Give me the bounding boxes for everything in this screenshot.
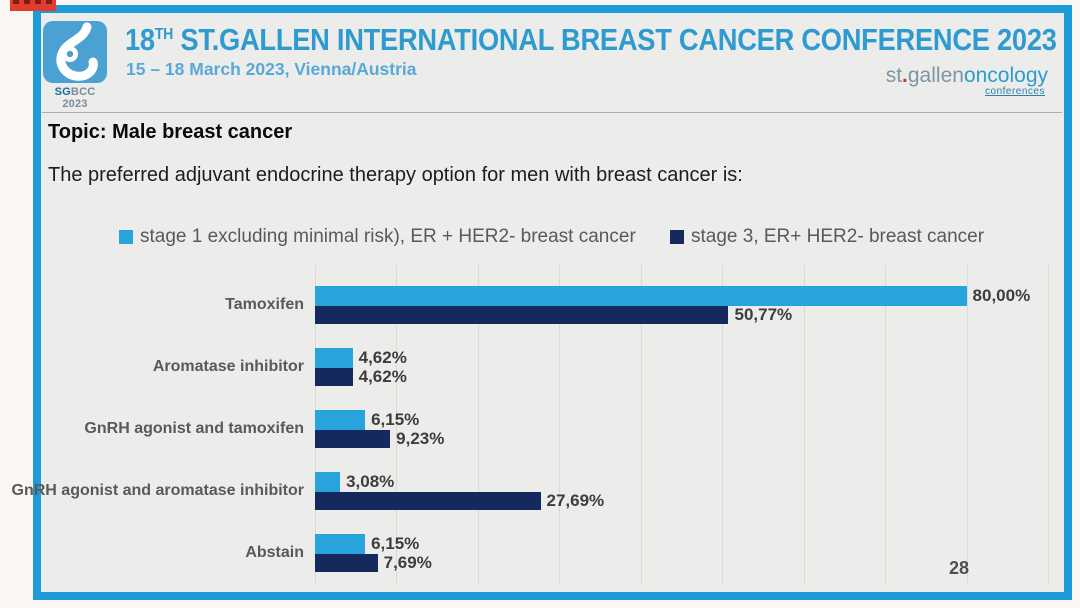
value-label: 6,15% [371,534,420,553]
bar-series-2 [315,368,353,386]
bar-line: 50,77% [315,305,1048,324]
category-label: Tamoxifen [225,296,304,313]
conference-title: 18TH ST.GALLEN INTERNATIONAL BREAST CANC… [125,22,1057,58]
bar-series-2 [315,306,729,324]
gridline [640,265,642,585]
bar-series-1 [315,472,341,492]
value-label: 27,69% [546,491,605,510]
gridline [722,265,724,585]
chart-row: GnRH agonist and aromatase inhibitor 3,08… [11,460,1048,522]
logo-caption-rest: BCC 2023 [62,86,96,110]
gridline [396,265,398,585]
bar-line: 27,69% [315,491,1048,510]
topic-heading: Topic: Male breast cancer [48,121,293,143]
value-label: 9,23% [396,429,445,448]
category-label: GnRH agonist and aromatase inhibitor [11,482,304,499]
legend-swatch-stage3 [670,230,684,244]
gridline [559,265,561,585]
bar-group: 80,00% 50,77% [315,274,1048,336]
slide-frame: SGBCC 2023 18TH ST.GALLEN INTERNATIONAL … [11,5,1072,600]
value-label: 3,08% [346,472,395,491]
bar-series-2 [315,430,391,448]
bar-chart: Tamoxifen 80,00% 50,77% Aromatase inhibitor… [11,265,1049,585]
value-label: 4,62% [358,348,407,367]
value-label: 4,62% [358,367,407,386]
gridline [803,265,805,585]
brand-st: st [885,64,903,87]
value-label: 80,00% [972,286,1031,305]
legend-label-stage1: stage 1 excluding minimal risk), ER + HE… [140,226,636,247]
chart-legend: stage 1 excluding minimal risk), ER + HE… [41,226,1064,250]
value-label: 6,15% [371,410,420,429]
title-number: 18 [125,22,155,57]
title-rest: ST.GALLEN INTERNATIONAL BREAST CANCER CO… [180,22,1057,57]
bar-series-1 [315,534,366,554]
chart-row: Aromatase inhibitor 4,62% 4,62% [41,336,1048,398]
legend-item-stage3: stage 3, ER+ HER2- breast cancer [670,226,984,248]
brand-oncology: oncology [963,64,1048,87]
bar-line: 6,15% [315,534,1048,554]
sgbcc-logo-icon [56,22,98,81]
question-text: The preferred adjuvant endocrine therapy… [48,164,743,186]
bar-series-1 [315,348,353,368]
bar-series-1 [315,410,366,430]
conference-dates: 15 – 18 March 2023, Vienna/Austria [126,59,417,79]
bar-group: 6,15% 7,69% [315,522,1048,584]
logo-caption-sg: SG [54,86,71,98]
chart-row: Abstain 6,15% 7,69% [41,522,1048,584]
bar-line: 7,69% [315,553,1048,572]
sgbcc-logo-caption: SGBCC 2023 [41,86,109,110]
gridline [477,265,479,585]
legend-item-stage1: stage 1 excluding minimal risk), ER + HE… [119,226,636,248]
red-overlay-marks [13,0,53,4]
category-label: Abstain [245,544,304,561]
chart-row: GnRH agonist and tamoxifen 6,15% 9,23% [41,398,1048,460]
bar-line: 6,15% [315,410,1048,430]
bar-line: 9,23% [315,429,1048,448]
gridline [966,265,968,585]
header-divider [42,112,1062,113]
gridline [1048,265,1049,585]
respondent-count: 28 [949,558,970,578]
chart-rows: Tamoxifen 80,00% 50,77% Aromatase inhibitor… [11,265,1048,585]
value-label: 7,69% [383,553,432,572]
value-label: 50,77% [734,305,793,324]
bar-line: 4,62% [315,367,1048,386]
brand-conferences: conferences [985,86,1045,97]
bar-line: 3,08% [315,472,1048,492]
bar-series-2 [315,492,541,510]
stgallen-oncology-logo: st.gallenoncology conferences [886,65,1048,103]
title-ordinal: TH [154,26,174,43]
bar-group: 4,62% 4,62% [315,336,1048,398]
sgbcc-logo [43,21,107,83]
bar-group: 3,08% 27,69% [315,460,1048,522]
legend-label-stage3: stage 3, ER+ HER2- breast cancer [691,226,985,247]
bar-series-1 [315,286,967,306]
bar-group: 6,15% 9,23% [315,398,1048,460]
bar-line: 80,00% [315,286,1048,306]
plot-area [315,265,1049,585]
legend-swatch-stage1 [119,230,133,244]
brand-red-dot: . [902,64,908,87]
gridline [885,265,887,585]
bar-series-2 [315,554,378,572]
category-label: Aromatase inhibitor [152,358,304,375]
brand-gallen: gallen [907,64,964,87]
bar-line: 4,62% [315,348,1048,368]
category-label: GnRH agonist and tamoxifen [84,420,304,437]
red-clipped-overlay [10,0,56,11]
chart-row: Tamoxifen 80,00% 50,77% [41,274,1048,336]
